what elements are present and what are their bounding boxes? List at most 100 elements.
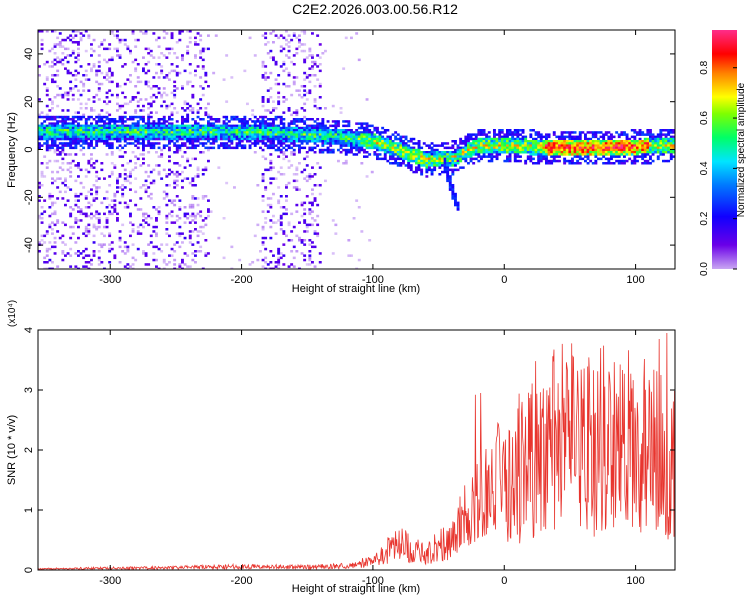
heatmap-cell bbox=[311, 60, 314, 64]
heatmap-cell bbox=[87, 98, 91, 101]
heatmap-cell bbox=[121, 155, 125, 158]
heatmap-cell bbox=[58, 115, 62, 119]
heatmap-cell bbox=[199, 133, 203, 136]
heatmap-cell bbox=[272, 192, 275, 196]
heatmap-cell bbox=[214, 137, 218, 141]
heatmap-cell bbox=[149, 217, 153, 220]
heatmap-cell bbox=[58, 131, 62, 134]
heatmap-cell bbox=[272, 214, 275, 218]
heatmap-cell bbox=[329, 124, 333, 128]
heatmap-cell bbox=[181, 126, 184, 130]
heatmap-cell bbox=[303, 85, 307, 88]
heatmap-cell bbox=[347, 133, 351, 136]
heatmap-cell bbox=[274, 78, 278, 81]
heatmap-cell bbox=[69, 129, 73, 132]
heatmap-cell bbox=[110, 126, 114, 130]
heatmap-cell bbox=[584, 137, 587, 141]
heatmap-cell bbox=[344, 159, 348, 163]
heatmap-cell bbox=[467, 133, 470, 136]
heatmap-cell bbox=[121, 133, 125, 136]
heatmap-cell bbox=[357, 135, 361, 139]
heatmap-cell bbox=[542, 140, 546, 143]
heatmap-cell bbox=[472, 162, 476, 165]
heatmap-cell bbox=[51, 102, 54, 106]
heatmap-cell bbox=[147, 115, 151, 119]
heatmap-cell bbox=[168, 148, 171, 152]
heatmap-cell bbox=[53, 96, 57, 99]
heatmap-cell bbox=[246, 140, 249, 143]
heatmap-cell bbox=[480, 155, 483, 158]
heatmap-cell bbox=[357, 148, 361, 152]
heatmap-cell bbox=[108, 89, 112, 92]
heatmap-cell bbox=[550, 159, 554, 163]
heatmap-cell bbox=[58, 129, 62, 132]
heatmap-cell bbox=[110, 74, 114, 77]
heatmap-cell bbox=[472, 151, 476, 154]
heatmap-cell bbox=[82, 133, 86, 136]
heatmap-cell bbox=[82, 89, 86, 92]
heatmap-cell bbox=[131, 256, 135, 260]
heatmap-cell bbox=[233, 126, 236, 130]
heatmap-cell bbox=[389, 144, 392, 147]
heatmap-cell bbox=[64, 118, 67, 121]
heatmap-cell bbox=[334, 120, 338, 123]
heatmap-cell bbox=[259, 137, 262, 141]
heatmap-cell bbox=[308, 89, 312, 92]
heatmap-cell bbox=[69, 137, 73, 141]
heatmap-cell bbox=[287, 109, 291, 112]
heatmap-cell bbox=[168, 118, 171, 121]
heatmap-cell bbox=[66, 54, 70, 57]
heatmap-cell bbox=[269, 126, 273, 130]
heatmap-cell bbox=[108, 120, 112, 123]
heatmap-cell bbox=[40, 239, 44, 242]
heatmap-cell bbox=[407, 153, 411, 156]
heatmap-cell bbox=[261, 243, 265, 246]
heatmap-cell bbox=[118, 140, 122, 143]
heatmap-cell bbox=[95, 124, 99, 128]
heatmap-cell bbox=[480, 146, 483, 150]
heatmap-cell bbox=[51, 131, 54, 134]
heatmap-cell bbox=[558, 148, 561, 152]
heatmap-cell bbox=[277, 155, 281, 158]
heatmap-cell bbox=[183, 129, 187, 132]
heatmap-cell bbox=[243, 131, 247, 134]
heatmap-cell bbox=[84, 234, 88, 238]
heatmap-cell bbox=[667, 131, 671, 134]
heatmap-cell bbox=[64, 47, 67, 51]
heatmap-cell bbox=[45, 247, 49, 251]
heatmap-cell bbox=[149, 129, 153, 132]
heatmap-cell bbox=[175, 175, 179, 178]
heatmap-cell bbox=[66, 109, 70, 112]
heatmap-cell bbox=[282, 157, 286, 161]
heatmap-cell bbox=[599, 153, 603, 156]
heatmap-cell bbox=[425, 157, 429, 161]
heatmap-cell bbox=[84, 214, 88, 218]
heatmap-cell bbox=[40, 111, 44, 114]
heatmap-cell bbox=[389, 148, 392, 152]
heatmap-cell bbox=[251, 137, 255, 141]
heatmap-cell bbox=[508, 153, 512, 156]
heatmap-cell bbox=[428, 164, 431, 167]
heatmap-cell bbox=[217, 131, 221, 134]
heatmap-cell bbox=[51, 170, 54, 174]
heatmap-cell bbox=[196, 166, 200, 169]
heatmap-cell bbox=[448, 164, 452, 167]
heatmap-cell bbox=[194, 133, 197, 136]
heatmap-cell bbox=[649, 135, 652, 139]
heatmap-cell bbox=[38, 133, 41, 136]
heatmap-cell bbox=[181, 142, 184, 145]
heatmap-cell bbox=[61, 181, 65, 185]
heatmap-cell bbox=[443, 162, 447, 165]
heatmap-cell bbox=[311, 140, 314, 143]
heatmap-cell bbox=[51, 221, 54, 224]
heatmap-cell bbox=[287, 41, 291, 44]
heatmap-cell bbox=[173, 107, 177, 110]
heatmap-cell bbox=[594, 146, 598, 150]
heatmap-cell bbox=[155, 124, 158, 128]
heatmap-cell bbox=[402, 157, 405, 161]
heatmap-cell bbox=[409, 166, 413, 169]
heatmap-cell bbox=[131, 124, 135, 128]
heatmap-cell bbox=[318, 122, 322, 125]
heatmap-cell bbox=[84, 254, 88, 257]
heatmap-cell bbox=[74, 56, 78, 59]
